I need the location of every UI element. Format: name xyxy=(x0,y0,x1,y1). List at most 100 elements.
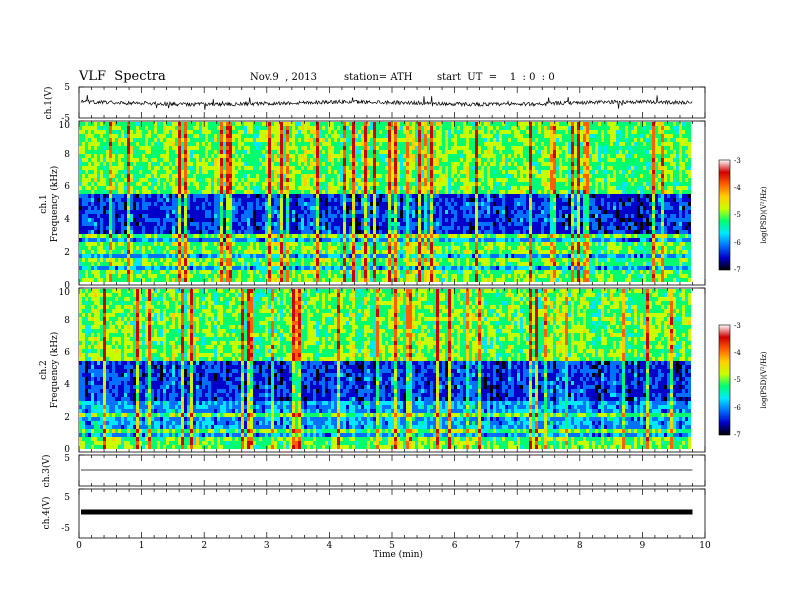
spectrogram-cell xyxy=(208,222,211,226)
spectrogram-cell xyxy=(343,250,346,254)
spectrogram-cell xyxy=(244,122,247,126)
spectrogram-cell xyxy=(331,266,334,270)
spectrogram-cell xyxy=(199,142,202,146)
spectrogram-cell xyxy=(253,254,256,258)
spectrogram-cell xyxy=(85,130,88,134)
spectrogram-cell xyxy=(268,210,271,214)
spectrogram-cell xyxy=(274,258,277,262)
spectrogram-cell xyxy=(445,238,448,242)
spectrogram-cell xyxy=(238,126,241,130)
spectrogram-cell xyxy=(238,262,241,266)
spectrogram-cell xyxy=(199,274,202,278)
spectrogram-cell xyxy=(169,230,172,234)
spectrogram-cell xyxy=(310,222,313,226)
spectrogram-cell xyxy=(385,254,388,258)
spectrogram-cell xyxy=(373,250,376,254)
spectrogram-cell xyxy=(436,134,439,138)
spectrogram-cell xyxy=(91,214,94,218)
spectrogram-cell xyxy=(355,178,358,182)
spectrogram-cell xyxy=(316,158,319,162)
spectrogram-cell xyxy=(349,190,352,194)
spectrogram-cell xyxy=(205,226,208,230)
spectrogram-cell xyxy=(79,174,82,178)
spectrogram-cell xyxy=(340,158,343,162)
spectrogram-cell xyxy=(256,162,259,166)
spectrogram-cell xyxy=(340,274,343,278)
spectrogram-cell xyxy=(409,274,412,278)
spectrogram-cell xyxy=(106,210,109,214)
spectrogram-cell xyxy=(226,126,229,130)
spectrogram-cell xyxy=(418,126,421,130)
spectrogram-cell xyxy=(214,154,217,158)
spectrogram-cell xyxy=(244,154,247,158)
spectrogram-cell xyxy=(97,166,100,170)
spectrogram-cell xyxy=(220,154,223,158)
spectrogram-cell xyxy=(271,142,274,146)
spectrogram-cell xyxy=(349,230,352,234)
spectrogram-cell xyxy=(427,166,430,170)
spectrogram-cell xyxy=(142,130,145,134)
spectrogram-cell xyxy=(430,238,433,242)
spectrogram-cell xyxy=(199,238,202,242)
spectrogram-cell xyxy=(268,158,271,162)
spectrogram-cell xyxy=(106,162,109,166)
spectrogram-cell xyxy=(82,250,85,254)
spectrogram-cell xyxy=(373,162,376,166)
spectrogram-cell xyxy=(385,138,388,142)
spectrogram-cell xyxy=(421,182,424,186)
spectrogram-cell xyxy=(403,130,406,134)
spectrogram-cell xyxy=(106,182,109,186)
spectrogram-cell xyxy=(364,134,367,138)
spectrogram-cell xyxy=(265,242,268,246)
spectrogram-cell xyxy=(298,142,301,146)
spectrogram-cell xyxy=(295,190,298,194)
spectrogram-cell xyxy=(160,206,163,210)
spectrogram-cell xyxy=(100,218,103,222)
spectrogram-cell xyxy=(124,250,127,254)
spectrogram-cell xyxy=(427,170,430,174)
spectrogram-cell xyxy=(427,190,430,194)
spectrogram-cell xyxy=(427,126,430,130)
spectrogram-cell xyxy=(175,210,178,214)
spectrogram-cell xyxy=(310,138,313,142)
spectrogram-cell xyxy=(274,270,277,274)
spectrogram-cell xyxy=(289,142,292,146)
spectrogram-cell xyxy=(244,142,247,146)
spectrogram-cell xyxy=(319,226,322,230)
spectrogram-cell xyxy=(85,226,88,230)
spectrogram-cell xyxy=(349,134,352,138)
spectrogram-cell xyxy=(136,166,139,170)
spectrogram-cell xyxy=(427,222,430,226)
spectrogram-cell xyxy=(388,146,391,150)
spectrogram-cell xyxy=(403,258,406,262)
spectrogram-cell xyxy=(235,150,238,154)
spectrogram-cell xyxy=(427,174,430,178)
spectrogram-cell xyxy=(244,218,247,222)
spectrogram-cell xyxy=(211,122,214,126)
spectrogram-cell xyxy=(325,266,328,270)
spectrogram-cell xyxy=(133,166,136,170)
spectrogram-cell xyxy=(121,146,124,150)
spectrogram-cell xyxy=(448,270,451,274)
spectrogram-cell xyxy=(172,254,175,258)
spectrogram-cell xyxy=(235,218,238,222)
spectrogram-cell xyxy=(184,246,187,250)
spectrogram-cell xyxy=(253,258,256,262)
spectrogram-cell xyxy=(121,154,124,158)
spectrogram-cell xyxy=(262,158,265,162)
spectrogram-cell xyxy=(274,166,277,170)
spectrogram-cell xyxy=(217,134,220,138)
spectrogram-cell xyxy=(190,146,193,150)
spectrogram-cell xyxy=(343,238,346,242)
spectrogram-cell xyxy=(295,278,298,282)
spectrogram-cell xyxy=(400,206,403,210)
spectrogram-cell xyxy=(349,242,352,246)
spectrogram-cell xyxy=(385,242,388,246)
spectrogram-cell xyxy=(166,166,169,170)
spectrogram-cell xyxy=(193,146,196,150)
spectrogram-cell xyxy=(217,210,220,214)
spectrogram-cell xyxy=(316,246,319,250)
spectrogram-cell xyxy=(175,134,178,138)
spectrogram-cell xyxy=(253,162,256,166)
spectrogram-cell xyxy=(349,218,352,222)
